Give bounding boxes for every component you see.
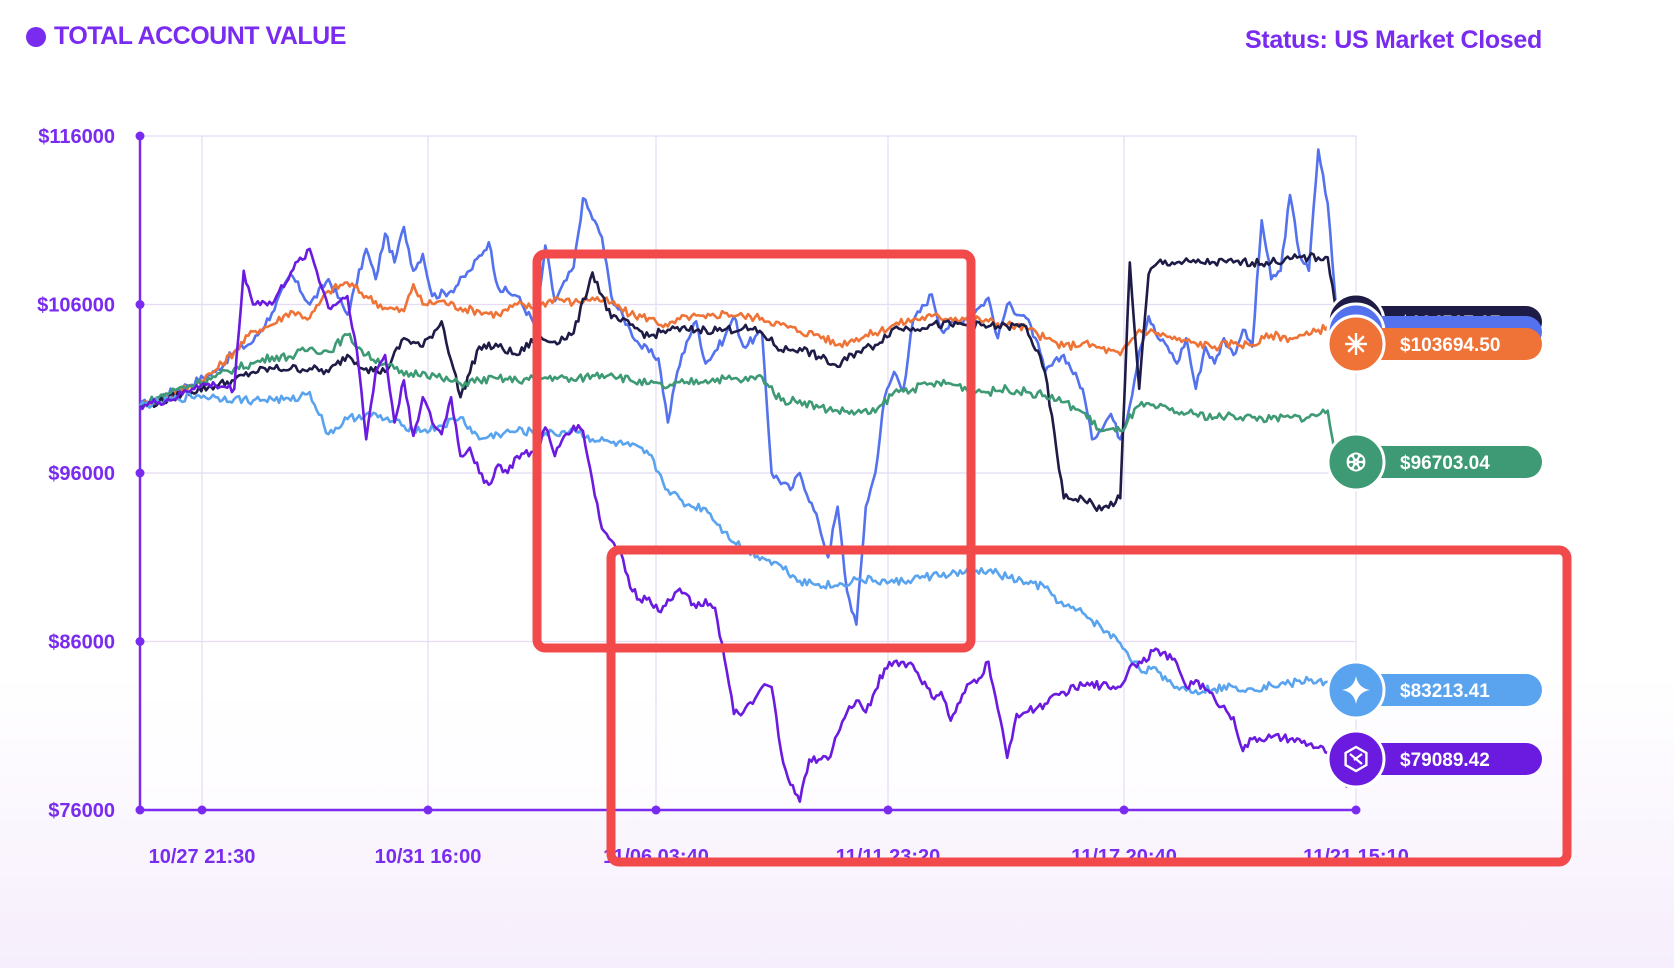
sparkle-icon xyxy=(1345,333,1367,355)
openai-knot-icon xyxy=(1346,452,1366,472)
endpoint-badge xyxy=(1356,328,1542,360)
highlight-box xyxy=(606,545,1572,867)
highlight-box xyxy=(532,249,976,653)
x-tick-label: 10/27 21:30 xyxy=(149,846,256,868)
chart-title: TOTAL ACCOUNT VALUE xyxy=(54,22,346,50)
series-line-4 xyxy=(139,332,1358,467)
series-line-1 xyxy=(138,148,1357,626)
y-tick-label: $96000 xyxy=(48,463,115,485)
endpoint-badge xyxy=(1356,743,1542,775)
endpoint-value-label: $96703.04 xyxy=(1400,453,1490,474)
chart-header: TOTAL ACCOUNT VALUE xyxy=(26,22,346,51)
four-point-star-icon xyxy=(1342,676,1370,704)
market-status: Status: US Market Closed xyxy=(1244,26,1542,54)
x-tick-label: 10/31 16:00 xyxy=(375,846,482,868)
series-line-6 xyxy=(138,247,1358,803)
series-line-2 xyxy=(139,281,1358,410)
hexagon-logo-icon xyxy=(1344,745,1368,773)
title-dot-icon xyxy=(26,26,46,47)
endpoint-logo xyxy=(1326,432,1386,492)
endpoint-badge xyxy=(1356,674,1542,706)
series-line-3 xyxy=(139,252,1357,512)
y-tick-label: $106000 xyxy=(37,295,115,317)
y-tick-label: $86000 xyxy=(48,632,115,654)
y-tick-label: $76000 xyxy=(48,800,115,822)
y-tick-label: $116000 xyxy=(38,126,115,148)
endpoint-value-label: $103694.50 xyxy=(1400,335,1500,356)
endpoint-badge xyxy=(1356,446,1542,478)
endpoint-value-label: $79089.42 xyxy=(1400,750,1490,771)
endpoint-value-label: $83213.41 xyxy=(1400,681,1490,702)
